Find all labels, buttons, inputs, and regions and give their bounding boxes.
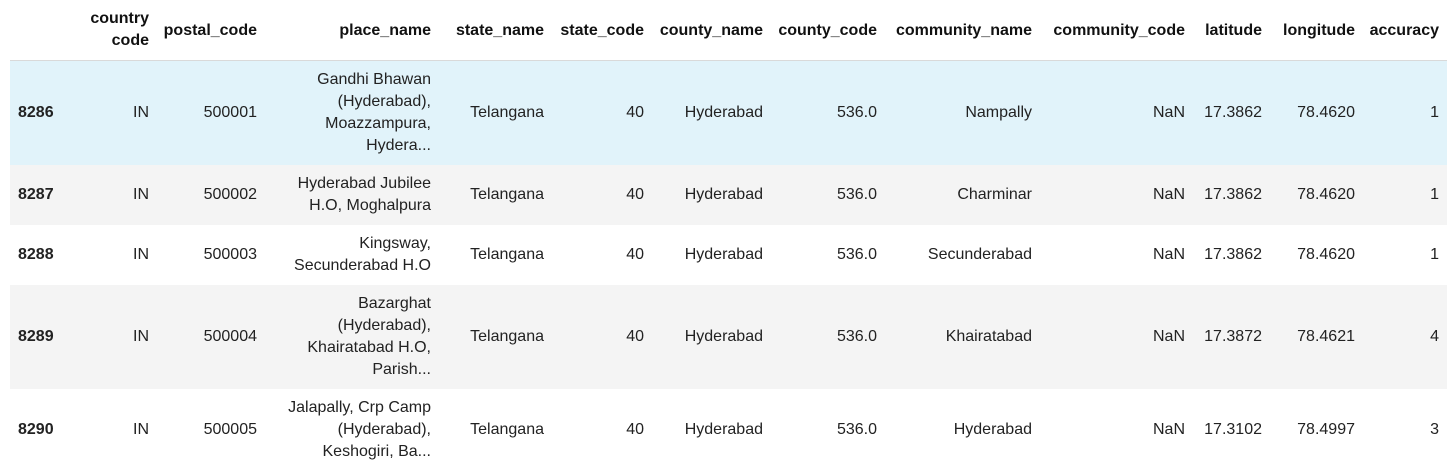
- header-row: country code postal_code place_name stat…: [10, 0, 1447, 61]
- cell-community-name: Charminar: [957, 186, 1032, 203]
- table-row: 8288 IN 500003 Kingsway, Secunderabad H.…: [10, 224, 1447, 285]
- cell-state-code: 40: [626, 186, 644, 203]
- row-index: 8286: [18, 104, 54, 122]
- cell-latitude: 17.3862: [1204, 104, 1262, 122]
- cell-country-code: IN: [133, 421, 149, 438]
- cell-community-code: NaN: [1152, 421, 1185, 438]
- cell-country-code: IN: [133, 328, 149, 345]
- cell-county-code: 536.0: [836, 104, 877, 122]
- table-row: 8287 IN 500002 Hyderabad Jubilee H.O, Mo…: [10, 164, 1447, 225]
- cell-county-name: Hyderabad: [684, 246, 763, 263]
- cell-county-name: Hyderabad: [684, 328, 763, 345]
- cell-community-name: Nampally: [965, 104, 1032, 122]
- header-postal-code: postal_code: [157, 0, 265, 61]
- cell-postal-code: 500005: [203, 421, 257, 438]
- cell-longitude: 78.4621: [1297, 328, 1355, 345]
- cell-longitude: 78.4620: [1297, 104, 1355, 122]
- table-row: 8289 IN 500004 Bazarghat (Hyderabad), Kh…: [10, 284, 1447, 389]
- header-county-name: county_name: [652, 0, 771, 61]
- cell-community-name: Khairatabad: [945, 328, 1032, 345]
- cell-community-name: Secunderabad: [927, 246, 1032, 263]
- cell-county-code: 536.0: [836, 328, 877, 345]
- cell-state-code: 40: [626, 328, 644, 345]
- cell-latitude: 17.3862: [1204, 246, 1262, 263]
- cell-accuracy: 1: [1430, 104, 1439, 122]
- row-index: 8289: [18, 328, 54, 345]
- cell-community-code: NaN: [1152, 328, 1185, 345]
- cell-community-code: NaN: [1152, 186, 1185, 203]
- header-community-code: community_code: [1040, 0, 1193, 61]
- header-community-name: community_name: [885, 0, 1040, 61]
- cell-accuracy: 1: [1430, 186, 1439, 203]
- cell-place-name: Jalapally, Crp Camp (Hyderabad), Keshogi…: [288, 398, 431, 460]
- cell-state-code: 40: [626, 104, 644, 122]
- cell-state-name: Telangana: [470, 104, 544, 122]
- cell-state-name: Telangana: [470, 246, 544, 263]
- cell-postal-code: 500002: [203, 186, 257, 203]
- cell-state-code: 40: [626, 421, 644, 438]
- cell-state-name: Telangana: [470, 186, 544, 203]
- dataframe-output: country code postal_code place_name stat…: [10, 0, 1447, 471]
- cell-county-name: Hyderabad: [684, 104, 763, 122]
- header-index: [10, 0, 70, 61]
- cell-latitude: 17.3102: [1204, 421, 1262, 438]
- header-place-name: place_name: [265, 0, 439, 61]
- cell-state-name: Telangana: [470, 421, 544, 438]
- header-longitude: longitude: [1270, 0, 1363, 61]
- header-state-name: state_name: [439, 0, 552, 61]
- cell-postal-code: 500001: [203, 104, 257, 122]
- header-county-code: county_code: [771, 0, 885, 61]
- cell-county-code: 536.0: [836, 246, 877, 263]
- cell-place-name: Kingsway, Secunderabad H.O: [294, 234, 431, 274]
- cell-longitude: 78.4620: [1297, 186, 1355, 203]
- cell-accuracy: 4: [1430, 328, 1439, 345]
- row-index: 8290: [18, 421, 54, 438]
- cell-county-code: 536.0: [836, 186, 877, 203]
- cell-county-name: Hyderabad: [684, 186, 763, 203]
- cell-country-code: IN: [133, 104, 149, 122]
- cell-accuracy: 1: [1430, 246, 1439, 263]
- cell-community-code: NaN: [1152, 104, 1185, 122]
- row-index: 8288: [18, 246, 54, 263]
- cell-postal-code: 500004: [203, 328, 257, 345]
- header-state-code: state_code: [552, 0, 652, 61]
- row-index: 8287: [18, 186, 54, 203]
- cell-state-name: Telangana: [470, 328, 544, 345]
- dataframe-table: country code postal_code place_name stat…: [10, 0, 1447, 471]
- cell-place-name: Gandhi Bhawan (Hyderabad), Moazzampura, …: [317, 70, 431, 154]
- cell-latitude: 17.3872: [1204, 328, 1262, 345]
- cell-longitude: 78.4997: [1297, 421, 1355, 438]
- cell-place-name: Bazarghat (Hyderabad), Khairatabad H.O, …: [307, 294, 431, 378]
- cell-county-code: 536.0: [836, 421, 877, 438]
- cell-longitude: 78.4620: [1297, 246, 1355, 263]
- table-row: 8290 IN 500005 Jalapally, Crp Camp (Hyde…: [10, 388, 1447, 471]
- cell-country-code: IN: [133, 186, 149, 203]
- header-latitude: latitude: [1193, 0, 1270, 61]
- cell-place-name: Hyderabad Jubilee H.O, Moghalpura: [297, 174, 431, 214]
- cell-country-code: IN: [133, 246, 149, 263]
- cell-community-code: NaN: [1152, 246, 1185, 263]
- header-accuracy: accuracy: [1363, 0, 1447, 61]
- cell-community-name: Hyderabad: [953, 421, 1032, 438]
- cell-postal-code: 500003: [203, 246, 257, 263]
- cell-accuracy: 3: [1430, 421, 1439, 438]
- cell-latitude: 17.3862: [1204, 186, 1262, 203]
- cell-county-name: Hyderabad: [684, 421, 763, 438]
- cell-state-code: 40: [626, 246, 644, 263]
- table-row: 8286 IN 500001 Gandhi Bhawan (Hyderabad)…: [10, 60, 1447, 165]
- header-country-code: country code: [70, 0, 157, 61]
